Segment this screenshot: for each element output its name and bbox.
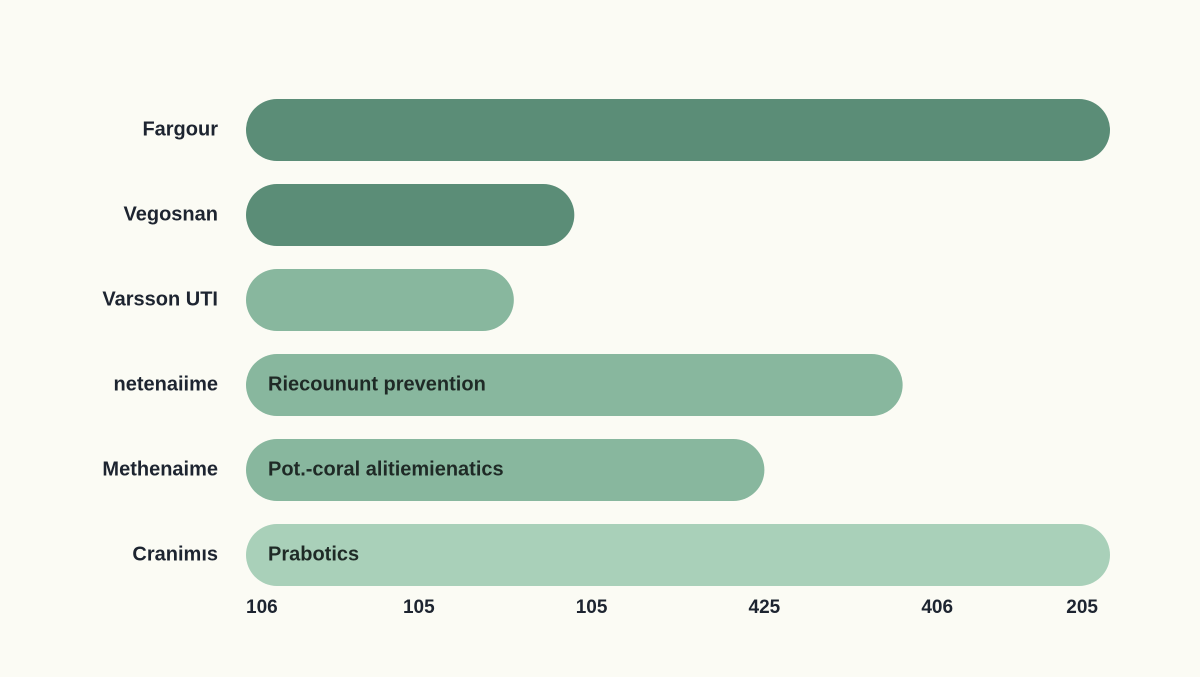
x-axis-label: 406 (921, 597, 953, 618)
bar-label: Prabotics (268, 543, 359, 565)
x-axis-label: 105 (403, 597, 435, 618)
category-label: Varsson UTI (102, 288, 218, 310)
bar (246, 524, 1110, 586)
bar (246, 269, 514, 331)
category-label: Methenaime (102, 458, 218, 480)
bar (246, 184, 575, 246)
bar (246, 439, 765, 501)
bar-label: Riecoununt prevention (268, 373, 486, 395)
x-axis-label: 205 (1066, 597, 1098, 618)
bar (246, 354, 903, 416)
x-axis-label: 105 (576, 597, 608, 618)
bar (246, 99, 1110, 161)
x-axis-label: 425 (749, 597, 781, 618)
category-label: Vegosnan (124, 203, 218, 225)
bar-label: Pot.-coral alitiemienatics (268, 458, 504, 480)
category-label: Fargour (142, 118, 218, 140)
x-axis-label: 106 (246, 597, 278, 618)
category-label: netenaiime (114, 373, 218, 395)
category-label: Cranimıs (132, 543, 218, 565)
